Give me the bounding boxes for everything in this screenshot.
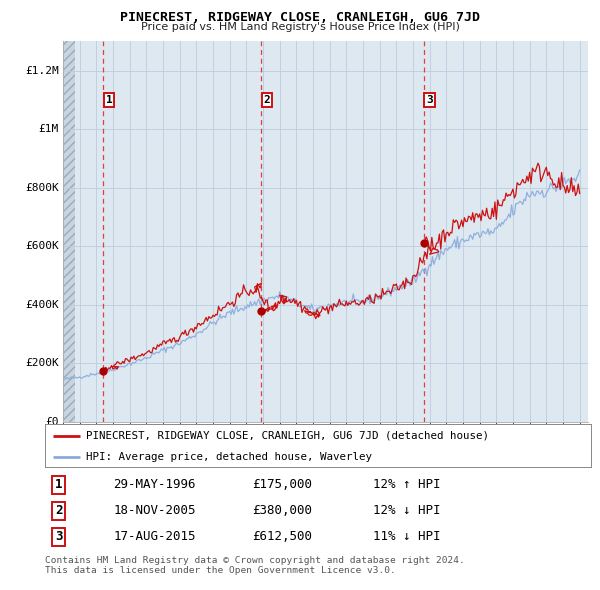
- Text: £380,000: £380,000: [253, 504, 313, 517]
- Text: 17-AUG-2015: 17-AUG-2015: [113, 530, 196, 543]
- Text: £1M: £1M: [38, 124, 59, 134]
- Text: Price paid vs. HM Land Registry's House Price Index (HPI): Price paid vs. HM Land Registry's House …: [140, 22, 460, 32]
- Text: 12% ↑ HPI: 12% ↑ HPI: [373, 478, 440, 491]
- Text: 2: 2: [263, 96, 270, 105]
- Text: HPI: Average price, detached house, Waverley: HPI: Average price, detached house, Wave…: [86, 451, 372, 461]
- Text: £200K: £200K: [25, 358, 59, 368]
- Text: £612,500: £612,500: [253, 530, 313, 543]
- Text: 1: 1: [106, 96, 112, 105]
- Text: PINECREST, RIDGEWAY CLOSE, CRANLEIGH, GU6 7JD (detached house): PINECREST, RIDGEWAY CLOSE, CRANLEIGH, GU…: [86, 431, 489, 441]
- Text: 3: 3: [426, 96, 433, 105]
- Text: 11% ↓ HPI: 11% ↓ HPI: [373, 530, 440, 543]
- Text: 2: 2: [55, 504, 62, 517]
- Text: 18-NOV-2005: 18-NOV-2005: [113, 504, 196, 517]
- Text: £800K: £800K: [25, 183, 59, 193]
- Text: £1.2M: £1.2M: [25, 65, 59, 76]
- Text: PINECREST, RIDGEWAY CLOSE, CRANLEIGH, GU6 7JD: PINECREST, RIDGEWAY CLOSE, CRANLEIGH, GU…: [120, 11, 480, 24]
- Bar: [63, 41, 74, 422]
- Text: £0: £0: [46, 417, 59, 427]
- Text: 1: 1: [55, 478, 62, 491]
- Text: Contains HM Land Registry data © Crown copyright and database right 2024.
This d: Contains HM Land Registry data © Crown c…: [45, 556, 465, 575]
- Text: 3: 3: [55, 530, 62, 543]
- Text: £175,000: £175,000: [253, 478, 313, 491]
- Text: 29-MAY-1996: 29-MAY-1996: [113, 478, 196, 491]
- Text: £400K: £400K: [25, 300, 59, 310]
- Text: £600K: £600K: [25, 241, 59, 251]
- Text: 12% ↓ HPI: 12% ↓ HPI: [373, 504, 440, 517]
